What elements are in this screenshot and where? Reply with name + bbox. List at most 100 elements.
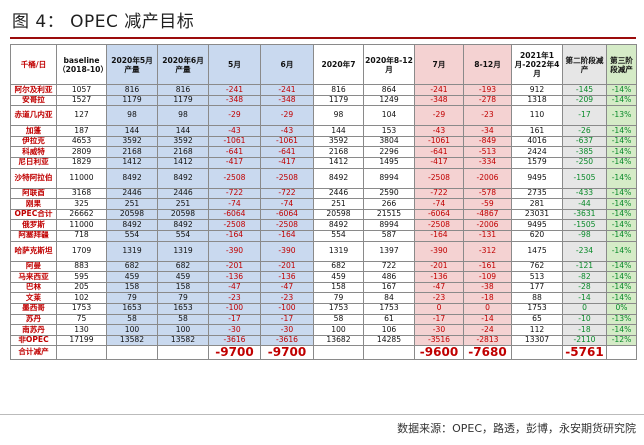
- value-cell: 8994: [363, 167, 415, 189]
- value-cell: 100: [106, 324, 158, 336]
- country-cell: 阿联酋: [10, 187, 57, 200]
- value-cell: 79: [157, 292, 209, 304]
- value-cell: 459: [313, 271, 364, 283]
- value-cell: 682: [313, 260, 364, 273]
- value-cell: 1653: [106, 302, 158, 315]
- value-cell: 84: [363, 292, 415, 304]
- value-cell: 8492: [106, 219, 158, 231]
- value-cell: 3168: [56, 187, 107, 200]
- value-cell: -722: [260, 187, 314, 200]
- value-cell: -6064: [414, 208, 464, 221]
- table-row: OPEC合计 26662 20598 20598 -6064 -6064 20598 2151…: [10, 208, 637, 221]
- value-cell: -136: [260, 271, 314, 283]
- value-cell: -2508: [260, 167, 314, 189]
- value-cell: -3631: [562, 208, 607, 221]
- value-cell: -1061: [260, 135, 314, 148]
- country-cell: 阿曼: [10, 260, 57, 273]
- table-row: 沙特阿拉伯 11000 8492 8492 -2508 -2508 8492 8994 -250…: [10, 167, 637, 189]
- table-row: 阿联酋 3168 2446 2446 -722 -722 2446 2590 -722 -578 2…: [10, 187, 637, 200]
- value-cell: 11000: [56, 219, 107, 231]
- value-cell: 177: [511, 281, 563, 294]
- value-cell: -348: [208, 94, 261, 107]
- value-cell: -121: [562, 260, 607, 273]
- value-cell: 2446: [157, 187, 209, 200]
- value-cell: 682: [106, 260, 158, 273]
- value-cell: 1753: [56, 302, 107, 315]
- value-cell: 459: [157, 271, 209, 283]
- value-cell: 100: [157, 324, 209, 336]
- value-cell: 8492: [106, 167, 158, 189]
- value-cell: -201: [414, 260, 464, 273]
- value-cell: -47: [260, 281, 314, 294]
- value-cell: -26: [562, 125, 607, 137]
- value-cell: -44: [562, 198, 607, 210]
- value-cell: 0: [463, 302, 512, 315]
- table-row: 刚果 325 251 251 -74 -74 251 266 -74 -59 281 -44 -14%: [10, 198, 637, 210]
- value-cell: -59: [463, 198, 512, 210]
- value-cell: -385: [562, 146, 607, 158]
- value-cell: 554: [157, 229, 209, 242]
- country-cell: 非OPEC: [10, 334, 57, 347]
- value-cell: -433: [562, 187, 607, 200]
- value-cell: 2446: [313, 187, 364, 200]
- value-cell: 144: [313, 125, 364, 137]
- value-cell: 158: [313, 281, 364, 294]
- value-cell: -2006: [463, 219, 512, 231]
- table-row: 科威特 2809 2168 2168 -641 -641 2168 2296 -641 -513 2…: [10, 146, 637, 158]
- value-cell: -14%: [606, 187, 637, 200]
- country-cell: 哈萨克斯坦: [10, 240, 57, 262]
- value-cell: -14%: [606, 292, 637, 304]
- value-cell: -417: [260, 156, 314, 169]
- value-cell: -641: [208, 146, 261, 158]
- value-cell: 1829: [56, 156, 107, 169]
- value-cell: 98: [157, 105, 209, 127]
- value-cell: -14%: [606, 324, 637, 336]
- value-cell: -74: [260, 198, 314, 210]
- col-header: 8-12月: [463, 44, 512, 85]
- value-cell: 1319: [313, 240, 364, 262]
- table-row: 阿尔及利亚 1057 816 816 -241 -241 816 864 -241 -193 912…: [10, 84, 637, 96]
- value-cell: 79: [313, 292, 364, 304]
- empty-cell: [313, 345, 364, 361]
- value-cell: -241: [208, 84, 261, 96]
- value-cell: 13582: [106, 334, 158, 347]
- title-rule: [10, 37, 636, 39]
- value-cell: 58: [313, 313, 364, 326]
- value-cell: -14: [463, 313, 512, 326]
- empty-cell: [56, 345, 107, 361]
- col-header: 5月: [208, 44, 261, 85]
- value-cell: -82: [562, 271, 607, 283]
- value-cell: 1179: [157, 94, 209, 107]
- value-cell: 1753: [363, 302, 415, 315]
- value-cell: -513: [463, 146, 512, 158]
- value-cell: 9495: [511, 219, 563, 231]
- table-body: 阿尔及利亚 1057 816 816 -241 -241 816 864 -241 -193 912…: [10, 84, 637, 361]
- value-cell: 762: [511, 260, 563, 273]
- value-cell: 8492: [313, 219, 364, 231]
- country-cell: 科威特: [10, 146, 57, 158]
- value-cell: 8994: [363, 219, 415, 231]
- value-cell: -17: [208, 313, 261, 326]
- value-cell: 112: [511, 324, 563, 336]
- value-cell: -164: [414, 229, 464, 242]
- country-cell: 巴林: [10, 281, 57, 294]
- table-row: 俄罗斯 11000 8492 8492 -2508 -2508 8492 8994 -2508-…: [10, 219, 637, 231]
- value-cell: 816: [106, 84, 158, 96]
- value-cell: 58: [106, 313, 158, 326]
- value-cell: -390: [208, 240, 261, 262]
- value-cell: -74: [208, 198, 261, 210]
- value-cell: -1061: [414, 135, 464, 148]
- value-cell: 1753: [511, 302, 563, 315]
- value-cell: -417: [208, 156, 261, 169]
- value-cell: 0%: [606, 302, 637, 315]
- value-cell: 266: [363, 198, 415, 210]
- source-note: 数据来源：OPEC，路透，彭博，永安期货研究院: [397, 422, 636, 435]
- value-cell: -17: [260, 313, 314, 326]
- value-cell: 486: [363, 271, 415, 283]
- value-cell: -14: [562, 292, 607, 304]
- value-cell: -74: [414, 198, 464, 210]
- value-cell: 251: [106, 198, 158, 210]
- value-cell: -2813: [463, 334, 512, 347]
- value-cell: 816: [313, 84, 364, 96]
- country-cell: 加蓬: [10, 125, 57, 137]
